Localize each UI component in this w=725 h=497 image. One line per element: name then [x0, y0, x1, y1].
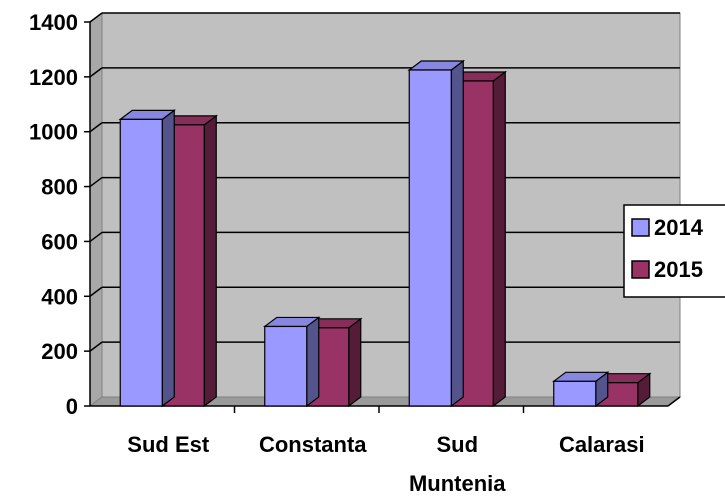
x-axis-line-end [667, 396, 681, 407]
bars [118, 59, 652, 408]
x-category-label: Calarasi [559, 432, 645, 457]
gridline-side [89, 12, 103, 23]
y-tick-label: 600 [41, 229, 78, 254]
legend-swatch-2014 [631, 218, 650, 237]
bar-front [119, 118, 163, 407]
legend-label-2015: 2015 [654, 257, 703, 282]
bar-side [348, 317, 362, 408]
x-category-label: Sud [436, 432, 478, 457]
legend: 2014 2015 [623, 204, 725, 298]
bar-side [450, 59, 464, 408]
y-tick-label: 1000 [29, 120, 78, 145]
gridline-side [89, 67, 103, 78]
gridline-side [89, 176, 103, 188]
gridline-side [89, 341, 103, 352]
legend-swatch-2015 [631, 260, 650, 279]
bar-front [553, 380, 597, 407]
bar-2015 [160, 114, 219, 408]
bar-side [306, 316, 320, 408]
gridline-side [89, 122, 103, 133]
bar-2014 [262, 316, 321, 408]
x-category-label: Sud Est [127, 432, 210, 457]
bar-front [264, 325, 308, 407]
y-tick-label: 1200 [29, 65, 78, 90]
legend-label-2014: 2014 [654, 215, 704, 240]
y-tick-labels: 0 200 400 600 800 1000 1200 1400 [29, 10, 78, 419]
x-category-label: Constanta [259, 432, 367, 457]
bar-2014 [551, 371, 610, 408]
bar-2014 [118, 109, 177, 408]
y-tick-label: 1400 [29, 10, 78, 35]
bar-side [492, 70, 506, 408]
gridline-side [89, 231, 103, 243]
y-tick-label: 800 [41, 175, 78, 200]
y-tick-label: 400 [41, 284, 78, 309]
y-tick-label: 200 [41, 339, 78, 364]
x-category-labels: Sud Est Constanta Sud Muntenia Calarasi [127, 432, 644, 496]
y-tick-label: 0 [66, 394, 78, 419]
bar-2014 [407, 59, 466, 408]
bar-front [408, 69, 452, 407]
bar-side [161, 109, 175, 408]
x-category-label: Muntenia [409, 471, 506, 496]
gridline-side [89, 286, 103, 297]
bar-side [203, 114, 217, 408]
